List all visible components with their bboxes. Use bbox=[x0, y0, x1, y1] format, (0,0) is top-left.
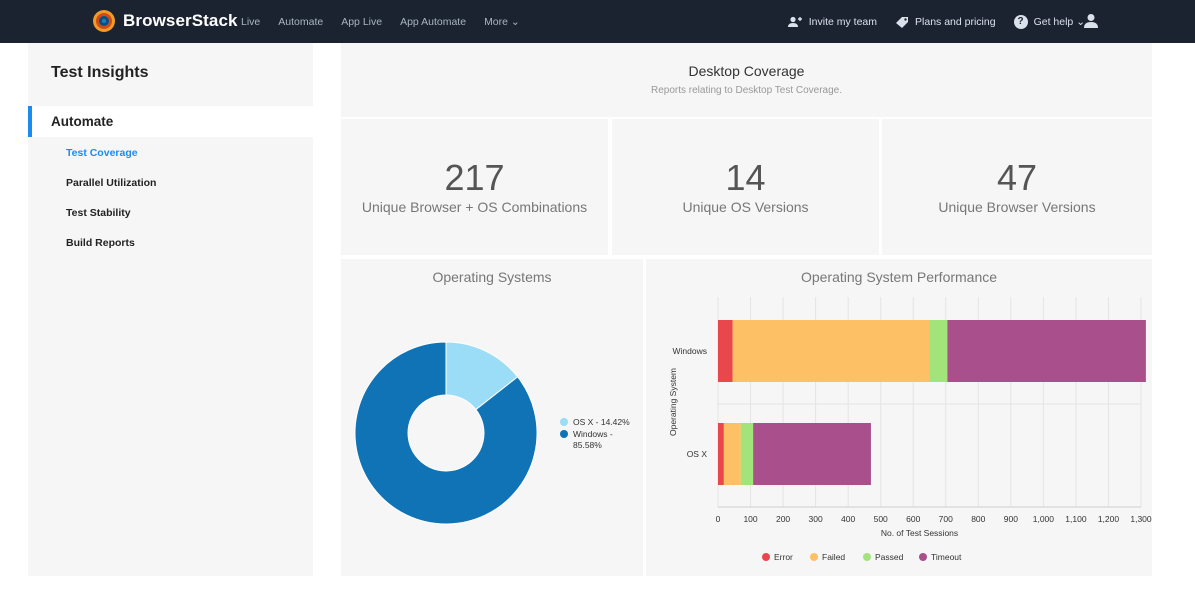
y-tick-label: Windows bbox=[673, 346, 707, 356]
invite-team-label: Invite my team bbox=[808, 15, 878, 28]
bar-windows-passed bbox=[929, 320, 948, 382]
nav-app-automate[interactable]: App Automate bbox=[400, 15, 467, 28]
sidebar-item-test-coverage[interactable]: Test Coverage bbox=[66, 147, 138, 159]
legend-marker bbox=[810, 553, 818, 561]
x-tick-label: 900 bbox=[1004, 514, 1018, 524]
y-tick-label: OS X bbox=[687, 449, 708, 459]
x-tick-label: 1,000 bbox=[1033, 514, 1055, 524]
stat-card-os-versions: 14 Unique OS Versions bbox=[612, 119, 879, 255]
legend-marker bbox=[863, 553, 871, 561]
stat-label: Unique Browser Versions bbox=[938, 199, 1096, 215]
bar-windows-failed bbox=[732, 320, 930, 382]
stat-value: 217 bbox=[444, 157, 505, 198]
legend-marker bbox=[560, 430, 568, 438]
sidebar-section-automate[interactable]: Automate bbox=[28, 106, 313, 137]
browserstack-logo-icon bbox=[93, 10, 115, 32]
browserstack-logo[interactable]: BrowserStack bbox=[93, 10, 238, 32]
nav-more-dropdown[interactable]: More ⌄ bbox=[484, 15, 520, 28]
help-icon: ? bbox=[1013, 14, 1028, 29]
stat-card-combinations: 217 Unique Browser + OS Combinations bbox=[341, 119, 608, 255]
stat-card-browser-versions: 47 Unique Browser Versions bbox=[882, 119, 1152, 255]
brand-name: BrowserStack bbox=[123, 11, 238, 30]
legend-label: Passed bbox=[875, 552, 904, 562]
stat-label: Unique OS Versions bbox=[682, 199, 809, 215]
tag-icon bbox=[896, 16, 909, 28]
sidebar-title: Test Insights bbox=[51, 64, 149, 81]
get-help-dropdown[interactable]: ? Get help ⌄ bbox=[1013, 14, 1085, 29]
x-axis-label: No. of Test Sessions bbox=[881, 528, 958, 538]
x-tick-label: 600 bbox=[906, 514, 920, 524]
plans-pricing-label: Plans and pricing bbox=[915, 15, 996, 28]
x-tick-label: 1,100 bbox=[1065, 514, 1087, 524]
legend-label: Windows - bbox=[573, 429, 613, 439]
os-donut-chart: OS X - 14.42% Windows -85.58% bbox=[354, 341, 630, 525]
invite-team-link[interactable]: Invite my team bbox=[787, 16, 877, 28]
legend-label: 85.58% bbox=[573, 440, 602, 450]
primary-nav: Live Automate App Live App Automate More… bbox=[241, 0, 520, 43]
top-navigation-bar: BrowserStack Live Automate App Live App … bbox=[0, 0, 1195, 43]
stat-value: 47 bbox=[996, 157, 1038, 198]
legend-label: Failed bbox=[822, 552, 845, 562]
sidebar-section-label: Automate bbox=[51, 114, 114, 129]
page-subtitle: Reports relating to Desktop Test Coverag… bbox=[650, 85, 843, 96]
x-tick-label: 1,200 bbox=[1098, 514, 1120, 524]
sidebar-item-build-reports[interactable]: Build Reports bbox=[66, 237, 135, 249]
x-tick-label: 300 bbox=[809, 514, 823, 524]
secondary-nav: Invite my team Plans and pricing ? Get h… bbox=[787, 0, 1085, 43]
sidebar: Test Insights Automate Test Coverage Par… bbox=[28, 43, 313, 576]
x-tick-label: 0 bbox=[716, 514, 721, 524]
chart-title: Operating System Performance bbox=[800, 269, 998, 285]
sidebar-item-test-stability[interactable]: Test Stability bbox=[66, 207, 131, 219]
bar-windows-timeout bbox=[947, 320, 1146, 382]
x-tick-label: 400 bbox=[841, 514, 855, 524]
os-performance-panel: Operating System Performance 0 100 200 300 4… bbox=[646, 259, 1152, 576]
stat-label: Unique Browser + OS Combinations bbox=[361, 199, 588, 215]
bar-os-x-timeout bbox=[753, 423, 871, 485]
nav-app-live[interactable]: App Live bbox=[341, 15, 383, 28]
x-tick-label: 500 bbox=[874, 514, 888, 524]
donut-slice-windows bbox=[354, 341, 538, 525]
invite-team-icon bbox=[787, 16, 802, 27]
user-account-icon[interactable] bbox=[1084, 13, 1098, 29]
legend-marker bbox=[560, 418, 568, 426]
os-donut-panel: Operating Systems OS X - 14.42% Windows -… bbox=[341, 259, 643, 576]
page-title: Desktop Coverage bbox=[688, 63, 805, 79]
chart-title: Operating Systems bbox=[432, 269, 552, 285]
os-performance-chart: 0 100 200 300 400 500 600 700 800 900 1,000 1,100 1,… bbox=[668, 297, 1152, 562]
legend-label: OS X - 14.42% bbox=[573, 417, 630, 427]
get-help-label: Get help ⌄ bbox=[1033, 15, 1085, 28]
x-tick-label: 700 bbox=[939, 514, 953, 524]
x-tick-label: 800 bbox=[971, 514, 985, 524]
x-tick-label: 1,300 bbox=[1130, 514, 1152, 524]
nav-automate[interactable]: Automate bbox=[278, 15, 324, 28]
nav-live[interactable]: Live bbox=[241, 15, 261, 28]
plans-pricing-link[interactable]: Plans and pricing bbox=[895, 16, 996, 28]
bar-windows-error bbox=[718, 320, 733, 382]
bar-os-x-failed bbox=[723, 423, 741, 485]
x-tick-label: 200 bbox=[776, 514, 790, 524]
stat-value: 14 bbox=[725, 157, 766, 198]
legend-marker bbox=[919, 553, 927, 561]
coverage-header: Desktop Coverage Reports relating to Des… bbox=[341, 43, 1152, 117]
bar-os-x-error bbox=[718, 423, 724, 485]
legend-label: Timeout bbox=[931, 552, 962, 562]
bar-os-x-passed bbox=[740, 423, 754, 485]
legend-marker bbox=[762, 553, 770, 561]
x-tick-label: 100 bbox=[743, 514, 757, 524]
sidebar-item-parallel-utilization[interactable]: Parallel Utilization bbox=[66, 177, 157, 189]
y-axis-label: Operating System bbox=[668, 368, 678, 436]
legend-label: Error bbox=[774, 552, 793, 562]
